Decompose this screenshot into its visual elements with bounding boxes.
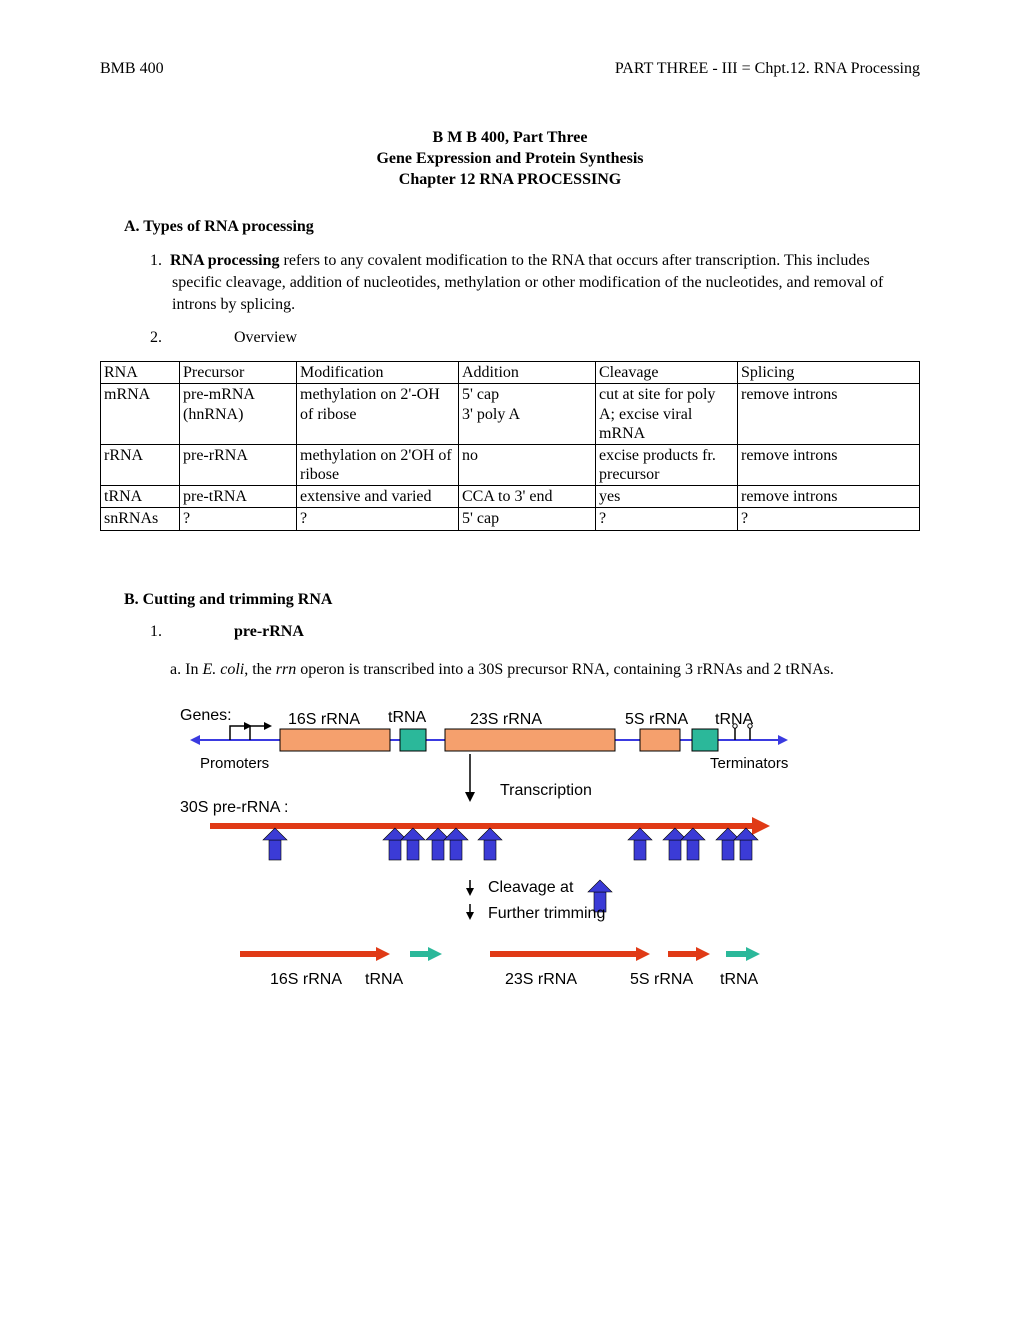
table-row: snRNAs ? ? 5' cap ? ? [101, 508, 920, 530]
rrn-operon-diagram: Genes: 16S rRNA tRNA 23S rRNA 5S rRNA tRNA Pro… [170, 698, 920, 1038]
cell: remove introns [738, 486, 920, 508]
section-a-item-2: 2. Overview [150, 329, 920, 347]
cell: pre-tRNA [180, 486, 297, 508]
item-b1-number: 1. [150, 623, 230, 641]
sub-a-num: a. [170, 661, 181, 678]
table-row: mRNA pre-mRNA (hnRNA) methylation on 2'-… [101, 384, 920, 445]
svg-text:Genes:: Genes: [180, 707, 232, 724]
section-b-sub-a: a. In E. coli, the rrn operon is transcr… [170, 659, 920, 681]
item-2-label: Overview [234, 329, 297, 346]
cell: remove introns [738, 384, 920, 445]
svg-text:Promoters: Promoters [200, 755, 269, 772]
svg-text:tRNA: tRNA [388, 709, 427, 726]
table-row: tRNA pre-tRNA extensive and varied CCA t… [101, 486, 920, 508]
cell: 5' cap 3' poly A [459, 384, 596, 445]
th-rna: RNA [101, 362, 180, 384]
cell: cut at site for poly A; excise viral mRN… [596, 384, 738, 445]
sub-a-rest: operon is transcribed into a 30S precurs… [296, 661, 834, 678]
item-b1-label: pre-rRNA [234, 623, 304, 640]
cell: yes [596, 486, 738, 508]
cell: snRNAs [101, 508, 180, 530]
item-1-number: 1. [150, 252, 162, 269]
header-right: PART THREE - III = Chpt.12. RNA Processi… [615, 60, 920, 78]
cell: ? [180, 508, 297, 530]
cell: methylation on 2'-OH of ribose [297, 384, 459, 445]
svg-text:tRNA: tRNA [365, 971, 404, 988]
cell: no [459, 444, 596, 485]
svg-text:Further trimming: Further trimming [488, 905, 605, 922]
table-row: rRNA pre-rRNA methylation on 2'OH of rib… [101, 444, 920, 485]
item-1-rest: refers to any covalent modification to t… [172, 252, 883, 312]
cell: rRNA [101, 444, 180, 485]
item-1-lead: RNA processing [170, 252, 280, 269]
overview-table: RNA Precursor Modification Addition Clea… [100, 361, 920, 531]
cell: remove introns [738, 444, 920, 485]
svg-text:5S rRNA: 5S rRNA [625, 711, 688, 728]
svg-text:23S rRNA: 23S rRNA [470, 711, 542, 728]
section-b-item-1: 1. pre-rRNA [150, 623, 920, 641]
section-a-heading: A. Types of RNA processing [124, 218, 920, 236]
th-addition: Addition [459, 362, 596, 384]
cell: tRNA [101, 486, 180, 508]
cell: methylation on 2'OH of ribose [297, 444, 459, 485]
sub-a-rrn: rrn [276, 661, 296, 678]
svg-text:Terminators: Terminators [710, 755, 788, 772]
th-cleavage: Cleavage [596, 362, 738, 384]
cell: excise products fr. precursor [596, 444, 738, 485]
th-modification: Modification [297, 362, 459, 384]
svg-text:16S rRNA: 16S rRNA [270, 971, 342, 988]
cell: ? [596, 508, 738, 530]
cell: extensive and varied [297, 486, 459, 508]
cell: CCA to 3' end [459, 486, 596, 508]
cell: ? [738, 508, 920, 530]
svg-text:23S rRNA: 23S rRNA [505, 971, 577, 988]
section-a-item-1: 1. RNA processing refers to any covalent… [150, 250, 920, 315]
sub-a-mid: , the [244, 661, 276, 678]
title-line-2: Gene Expression and Protein Synthesis [100, 149, 920, 170]
item-2-number: 2. [150, 329, 230, 347]
cell: 5' cap [459, 508, 596, 530]
table-header-row: RNA Precursor Modification Addition Clea… [101, 362, 920, 384]
th-precursor: Precursor [180, 362, 297, 384]
cell: pre-rRNA [180, 444, 297, 485]
svg-text:30S pre-rRNA :: 30S pre-rRNA : [180, 799, 288, 816]
svg-text:Cleavage at: Cleavage at [488, 879, 574, 896]
sub-a-ecoli: E. coli [202, 661, 244, 678]
cell: pre-mRNA (hnRNA) [180, 384, 297, 445]
svg-text:tRNA: tRNA [720, 971, 759, 988]
title-block: B M B 400, Part Three Gene Expression an… [100, 128, 920, 190]
svg-text:16S rRNA: 16S rRNA [288, 711, 360, 728]
sub-a-pre: In [185, 661, 202, 678]
cell: mRNA [101, 384, 180, 445]
th-splicing: Splicing [738, 362, 920, 384]
section-b-heading: B. Cutting and trimming RNA [124, 591, 920, 609]
cell: ? [297, 508, 459, 530]
svg-text:Transcription: Transcription [500, 782, 592, 799]
title-line-3: Chapter 12 RNA PROCESSING [100, 170, 920, 191]
header-left: BMB 400 [100, 60, 164, 78]
title-line-1: B M B 400, Part Three [100, 128, 920, 149]
svg-text:5S rRNA: 5S rRNA [630, 971, 693, 988]
svg-text:tRNA: tRNA [715, 711, 754, 728]
page-header: BMB 400 PART THREE - III = Chpt.12. RNA … [100, 60, 920, 78]
